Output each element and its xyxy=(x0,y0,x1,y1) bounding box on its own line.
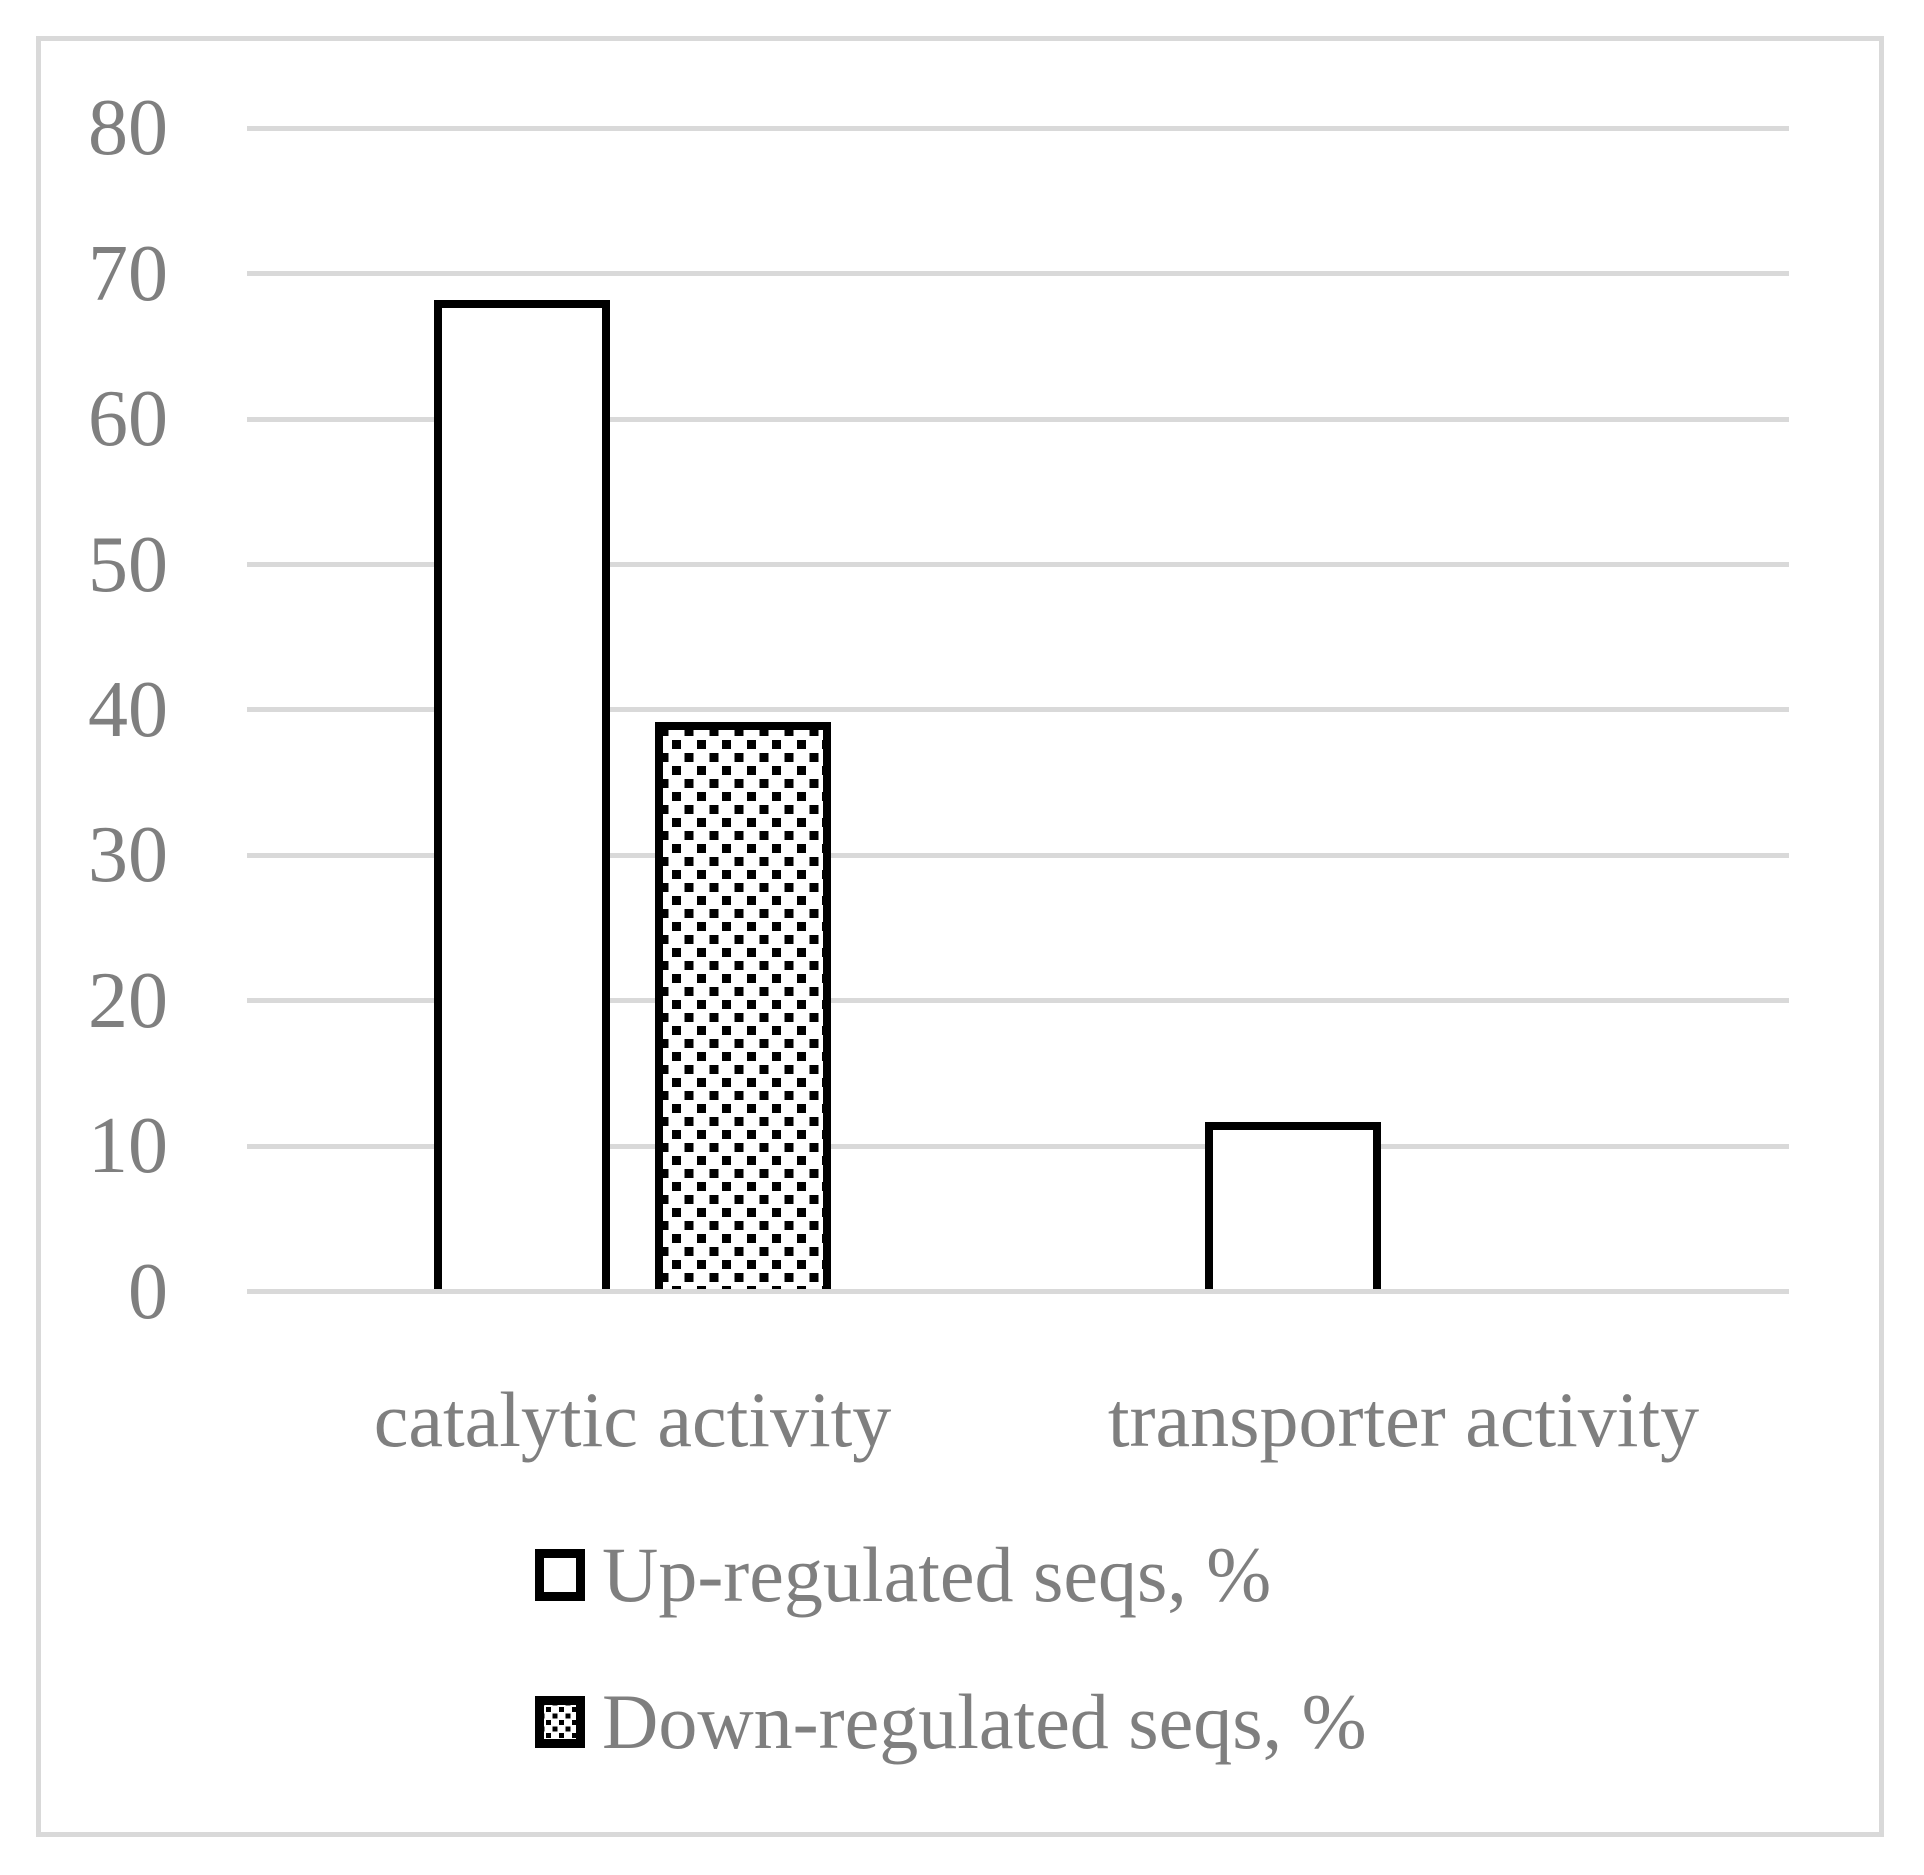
gridline xyxy=(247,707,1789,712)
y-axis-tick-label: 30 xyxy=(88,811,168,899)
gridline xyxy=(247,126,1789,131)
y-axis-tick-label: 20 xyxy=(88,957,168,1045)
gridline xyxy=(247,998,1789,1003)
y-axis-tick-label: 0 xyxy=(128,1248,168,1336)
x-axis-label-transporter-activity: transporter activity xyxy=(1107,1376,1700,1463)
legend-swatch-down-regulated-icon xyxy=(535,1696,585,1748)
x-axis: catalytic activity transporter activity xyxy=(247,1360,1789,1480)
gridline xyxy=(247,417,1789,422)
gridline xyxy=(247,1289,1789,1294)
legend-label-up-regulated: Up-regulated seqs, % xyxy=(602,1531,1272,1618)
bar-up-regulated-seqs-catalytic-activity xyxy=(434,300,610,1289)
legend: Up-regulated seqs, % Down-regulated seqs… xyxy=(535,1525,1367,1772)
chart-frame xyxy=(36,36,1884,1837)
bar-up-regulated-seqs-transporter-activity xyxy=(1205,1122,1381,1289)
y-axis-tick-label: 70 xyxy=(88,230,168,318)
y-axis-tick-label: 60 xyxy=(88,375,168,463)
gridline xyxy=(247,271,1789,276)
legend-swatch-up-regulated-icon xyxy=(535,1549,585,1601)
legend-item-down-regulated: Down-regulated seqs, % xyxy=(535,1672,1367,1772)
gridline xyxy=(247,562,1789,567)
y-axis-tick-label: 80 xyxy=(88,84,168,172)
y-axis-tick-label: 50 xyxy=(88,521,168,609)
bar-down-regulated-seqs-catalytic-activity xyxy=(655,722,831,1289)
y-axis-tick-label: 40 xyxy=(88,666,168,754)
gridline xyxy=(247,853,1789,858)
y-axis-tick-label: 10 xyxy=(88,1102,168,1190)
x-axis-label-catalytic-activity: catalytic activity xyxy=(373,1376,892,1463)
legend-label-down-regulated: Down-regulated seqs, % xyxy=(602,1678,1367,1765)
legend-item-up-regulated: Up-regulated seqs, % xyxy=(535,1525,1367,1625)
gridline xyxy=(247,1144,1789,1149)
